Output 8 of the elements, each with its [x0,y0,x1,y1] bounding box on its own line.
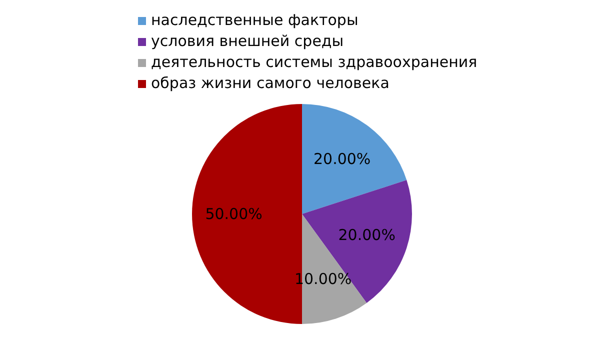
legend-label: деятельность системы здравоохранения [151,52,478,73]
legend-label: образ жизни самого человека [151,73,390,94]
legend-label: условия внешней среды [151,31,344,52]
data-label: 20.00% [338,226,396,244]
data-label: 20.00% [313,150,371,168]
data-label: 50.00% [205,205,262,223]
pie-slice [302,104,407,214]
legend-label: наследственные факторы [151,10,358,31]
